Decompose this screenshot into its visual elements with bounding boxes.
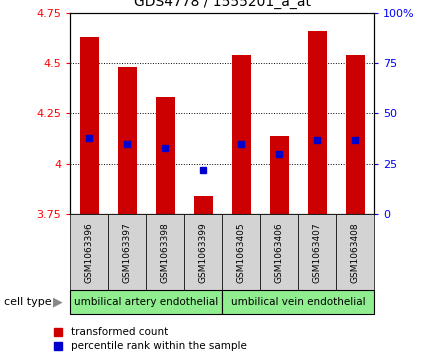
Bar: [108, 214, 146, 290]
Bar: [336, 214, 374, 290]
Bar: [193, 196, 212, 214]
Bar: [269, 136, 289, 214]
Bar: [118, 67, 136, 214]
Text: GSM1063405: GSM1063405: [237, 222, 246, 283]
Bar: [222, 214, 260, 290]
Text: GSM1063398: GSM1063398: [161, 222, 170, 283]
Bar: [308, 31, 326, 214]
Text: GSM1063408: GSM1063408: [351, 222, 360, 283]
Text: umbilical vein endothelial: umbilical vein endothelial: [231, 297, 366, 307]
Text: GSM1063397: GSM1063397: [122, 222, 132, 283]
Text: GSM1063399: GSM1063399: [198, 222, 207, 283]
Bar: [346, 55, 365, 214]
Text: umbilical artery endothelial: umbilical artery endothelial: [74, 297, 218, 307]
Legend: transformed count, percentile rank within the sample: transformed count, percentile rank withi…: [54, 327, 246, 351]
Text: ▶: ▶: [53, 295, 63, 309]
Bar: [79, 37, 99, 214]
Bar: [222, 290, 374, 314]
Bar: [232, 55, 251, 214]
Text: GSM1063396: GSM1063396: [85, 222, 94, 283]
Bar: [70, 214, 108, 290]
Bar: [260, 214, 298, 290]
Bar: [146, 214, 184, 290]
Bar: [70, 290, 222, 314]
Text: cell type: cell type: [4, 297, 52, 307]
Bar: [156, 97, 175, 214]
Text: GSM1063407: GSM1063407: [312, 222, 322, 283]
Bar: [184, 214, 222, 290]
Bar: [298, 214, 336, 290]
Title: GDS4778 / 1555201_a_at: GDS4778 / 1555201_a_at: [133, 0, 311, 9]
Text: GSM1063406: GSM1063406: [275, 222, 283, 283]
